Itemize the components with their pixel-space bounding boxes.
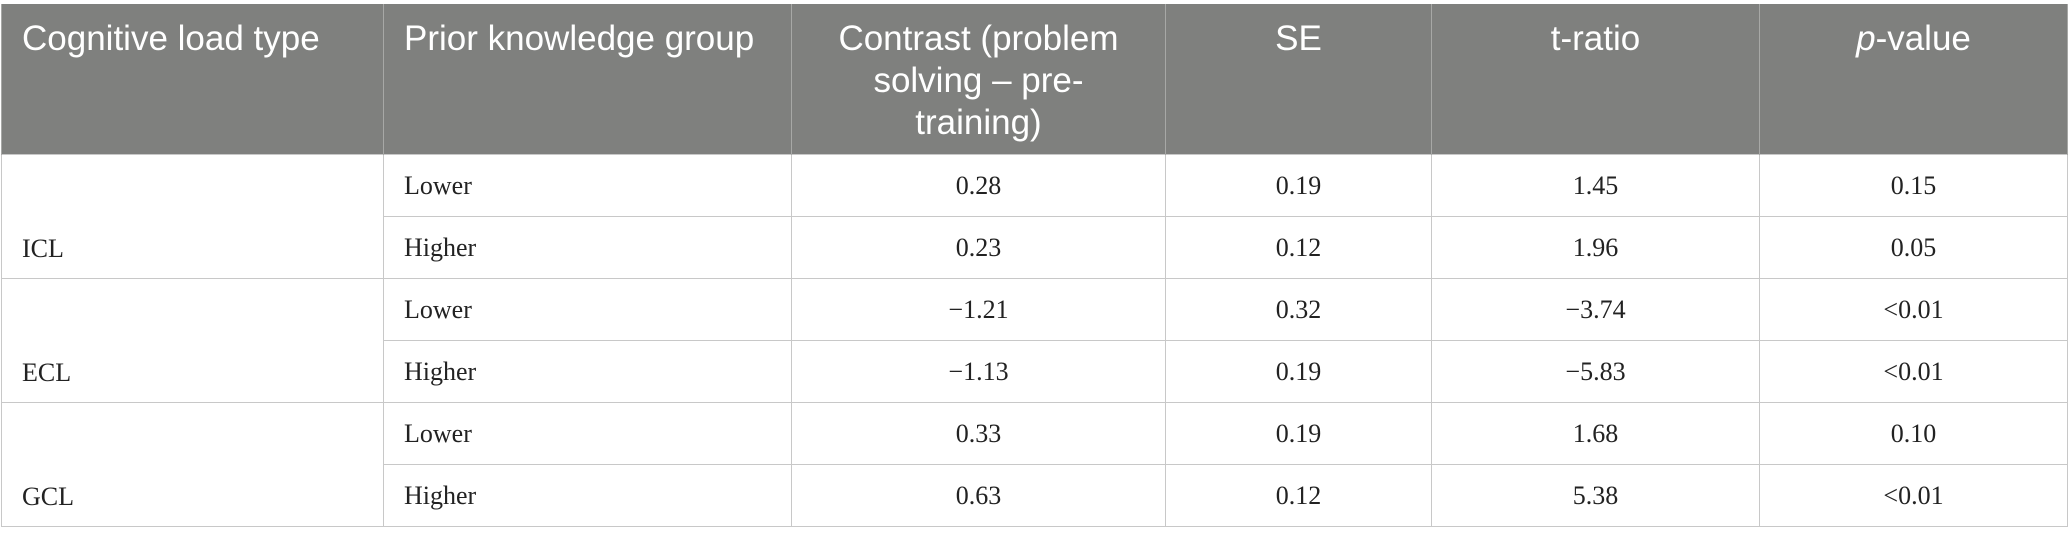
- contrast-cell: 0.28: [791, 154, 1166, 217]
- t-ratio-cell: 1.96: [1431, 216, 1760, 279]
- results-table: Cognitive load type Prior knowledge grou…: [1, 4, 2068, 527]
- se-cell: 0.19: [1165, 402, 1432, 465]
- p-value-cell: <0.01: [1759, 278, 2068, 341]
- header-p-value-italic: p: [1856, 19, 1876, 58]
- prior-knowledge-cell: Lower: [383, 402, 792, 465]
- p-value-cell: <0.01: [1759, 340, 2068, 403]
- prior-knowledge-cell: Higher: [383, 464, 792, 527]
- header-cognitive-load-type: Cognitive load type: [1, 4, 384, 155]
- contrast-cell: 0.23: [791, 216, 1166, 279]
- table-header: Cognitive load type Prior knowledge grou…: [1, 4, 2068, 155]
- table-body: ICL Lower 0.28 0.19 1.45 0.15 Higher 0.2…: [1, 154, 2068, 527]
- contrast-cell: −1.13: [791, 340, 1166, 403]
- se-cell: 0.12: [1165, 464, 1432, 527]
- header-p-value: p-value: [1759, 4, 2068, 155]
- prior-knowledge-cell: Higher: [383, 340, 792, 403]
- t-ratio-cell: −3.74: [1431, 278, 1760, 341]
- t-ratio-cell: 5.38: [1431, 464, 1760, 527]
- header-contrast: Contrast (problem solving – pre-training…: [791, 4, 1166, 155]
- p-value-cell: <0.01: [1759, 464, 2068, 527]
- cognitive-load-type-cell: GCL: [1, 402, 384, 527]
- p-value-cell: 0.10: [1759, 402, 2068, 465]
- contrast-cell: 0.63: [791, 464, 1166, 527]
- table-row: Higher −1.13 0.19 −5.83 <0.01: [2, 340, 2068, 403]
- t-ratio-cell: 1.45: [1431, 154, 1760, 217]
- se-cell: 0.19: [1165, 154, 1432, 217]
- header-p-value-rest: -value: [1875, 19, 1971, 58]
- table-row: Higher 0.63 0.12 5.38 <0.01: [2, 464, 2068, 527]
- p-value-cell: 0.05: [1759, 216, 2068, 279]
- table-row: ECL Lower −1.21 0.32 −3.74 <0.01: [1, 278, 2068, 403]
- table-row: ICL Lower 0.28 0.19 1.45 0.15: [1, 154, 2068, 279]
- cognitive-load-type-cell: ICL: [1, 154, 384, 279]
- prior-knowledge-cell: Higher: [383, 216, 792, 279]
- t-ratio-cell: −5.83: [1431, 340, 1760, 403]
- prior-knowledge-cell: Lower: [383, 278, 792, 341]
- header-prior-knowledge-group: Prior knowledge group: [383, 4, 792, 155]
- t-ratio-cell: 1.68: [1431, 402, 1760, 465]
- header-row: Cognitive load type Prior knowledge grou…: [1, 4, 2068, 155]
- se-cell: 0.19: [1165, 340, 1432, 403]
- table-row: GCL Lower 0.33 0.19 1.68 0.10: [1, 402, 2068, 527]
- se-cell: 0.32: [1165, 278, 1432, 341]
- header-t-ratio: t-ratio: [1431, 4, 1760, 155]
- header-se: SE: [1165, 4, 1432, 155]
- contrast-cell: −1.21: [791, 278, 1166, 341]
- prior-knowledge-cell: Lower: [383, 154, 792, 217]
- contrast-cell: 0.33: [791, 402, 1166, 465]
- cognitive-load-type-cell: ECL: [1, 278, 384, 403]
- p-value-cell: 0.15: [1759, 154, 2068, 217]
- se-cell: 0.12: [1165, 216, 1432, 279]
